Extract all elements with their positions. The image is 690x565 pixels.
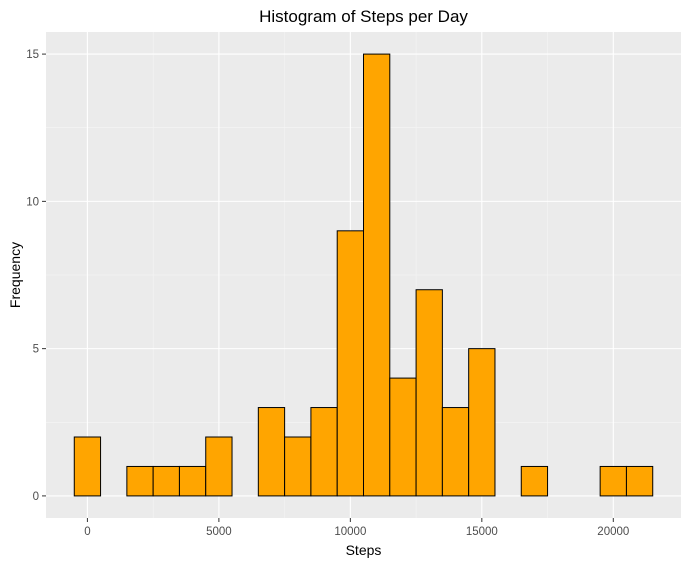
x-axis-ticks: 0 5000 10000 15000 20000 bbox=[84, 518, 629, 538]
histogram-bar bbox=[310, 407, 338, 497]
x-tick-label: 0 bbox=[84, 526, 90, 538]
histogram-bar bbox=[126, 465, 154, 497]
chart-title: Histogram of Steps per Day bbox=[259, 7, 468, 26]
x-axis-title: Steps bbox=[346, 542, 382, 558]
y-tick-label: 15 bbox=[26, 49, 39, 61]
y-tick-label: 10 bbox=[26, 196, 39, 208]
histogram-bar bbox=[205, 436, 233, 497]
histogram-bars bbox=[73, 53, 654, 497]
histogram-bar bbox=[152, 465, 180, 497]
y-tick-label: 0 bbox=[33, 491, 39, 503]
histogram-bar bbox=[73, 436, 102, 497]
histogram-bar bbox=[415, 289, 443, 497]
histogram-bar bbox=[336, 230, 364, 497]
x-tick-label: 5000 bbox=[206, 526, 232, 538]
histogram-bar bbox=[625, 465, 654, 497]
y-axis-title: Frequency bbox=[7, 242, 23, 308]
histogram-bar bbox=[178, 465, 207, 497]
x-tick-label: 20000 bbox=[597, 526, 629, 538]
histogram-bar bbox=[257, 407, 286, 497]
histogram-bar bbox=[284, 436, 312, 497]
histogram-bar bbox=[520, 465, 549, 497]
histogram-bar bbox=[599, 465, 627, 497]
x-tick-label: 15000 bbox=[466, 526, 498, 538]
histogram-bar bbox=[468, 348, 496, 497]
y-axis-ticks: 0 5 10 15 bbox=[26, 49, 46, 503]
histogram-bar bbox=[441, 407, 470, 497]
y-tick-label: 5 bbox=[33, 344, 39, 356]
x-tick-label: 10000 bbox=[334, 526, 366, 538]
histogram-bar bbox=[389, 377, 417, 497]
histogram-bar bbox=[363, 53, 391, 497]
